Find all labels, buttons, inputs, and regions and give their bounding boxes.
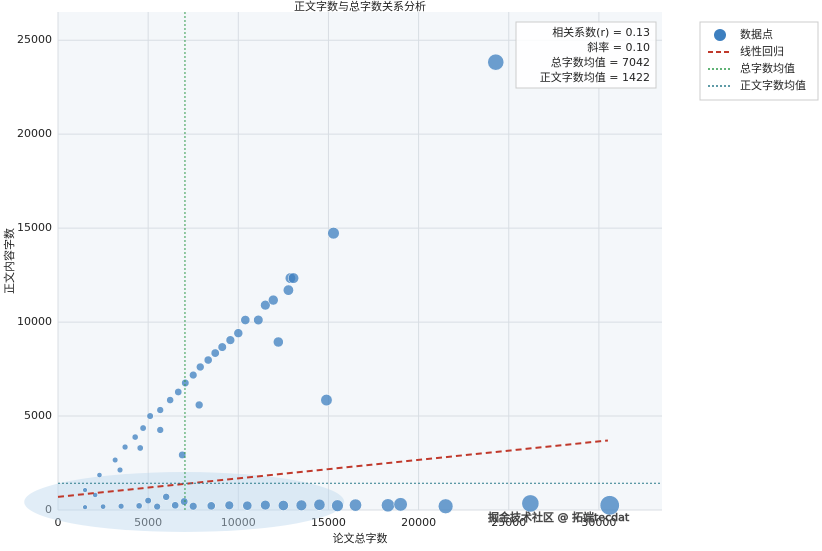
point [116,466,124,474]
x-tick-label: 25000 [491,516,526,529]
point [156,406,164,414]
point [178,450,187,459]
point [487,53,505,71]
y-tick-label: 15000 [17,221,52,234]
point [139,424,147,432]
point [171,501,180,510]
point [287,272,299,284]
point [320,394,333,407]
point [100,503,106,510]
annotation: 斜率 = 0.10 [587,40,650,54]
x-axis-label: 论文总字数 [333,531,388,545]
y-tick-label: 10000 [17,315,52,328]
point [82,504,88,510]
legend-label: 正文字数均值 [740,78,806,92]
point [438,498,454,514]
x-tick-label: 0 [55,516,62,529]
point [194,400,204,410]
watermark: 掘金技术社区 @ 拓端tecdat [488,510,630,524]
point [273,336,284,348]
point [131,433,139,441]
point [135,502,143,510]
point [189,370,198,380]
point [174,388,183,396]
legend-label: 总字数均值 [740,61,795,75]
point [181,378,190,387]
point [268,294,279,306]
point [240,315,251,325]
annotation: 相关系数(r) = 0.13 [552,25,650,39]
point [393,497,408,512]
x-tick-label: 15000 [311,516,346,529]
point [96,472,103,478]
point [203,355,213,365]
x-tick-label: 10000 [221,516,256,529]
x-tick-label: 5000 [134,516,162,529]
point [196,362,205,372]
point [217,342,227,352]
point [112,456,119,464]
point [210,348,220,358]
x-tick-label: 30000 [581,516,616,529]
point [521,494,540,513]
point [156,426,164,434]
point [144,497,152,505]
point [282,284,294,296]
annotation-box [515,21,657,89]
y-axis-label: 正文内容字数 [2,228,16,294]
point [599,495,620,516]
point [153,502,161,511]
point [92,492,98,498]
point [260,499,271,511]
point [224,500,234,510]
point [295,499,308,511]
regression-line [57,439,609,498]
point [233,328,244,338]
y-tick-label: 20000 [17,127,52,140]
point [253,314,264,326]
point [313,498,326,511]
chart-title: 正文字数与总字数关系分析 [294,0,426,13]
y-tick-label: 5000 [24,409,52,422]
point [331,499,344,512]
point [136,444,144,452]
point [121,443,129,451]
point [225,335,236,345]
annotation: 总字数均值 = 7042 [551,55,650,69]
point [206,501,216,511]
point [260,300,271,311]
point [349,498,362,512]
point [189,502,198,511]
annotation: 正文字数均值 = 1422 [540,70,650,84]
point [242,500,253,511]
point [277,500,289,511]
legend-label: 线性回归 [740,44,784,58]
point [180,497,189,506]
legend-marker [714,29,726,41]
point [162,493,170,501]
y-tick-label: 25000 [17,33,52,46]
x-tick-label: 20000 [401,516,436,529]
point [146,412,154,420]
point [166,396,174,404]
y-tick-label: 0 [45,503,52,516]
legend-label: 数据点 [740,27,773,41]
point [117,503,125,510]
point [327,227,340,240]
point [82,487,88,493]
point [381,498,395,513]
